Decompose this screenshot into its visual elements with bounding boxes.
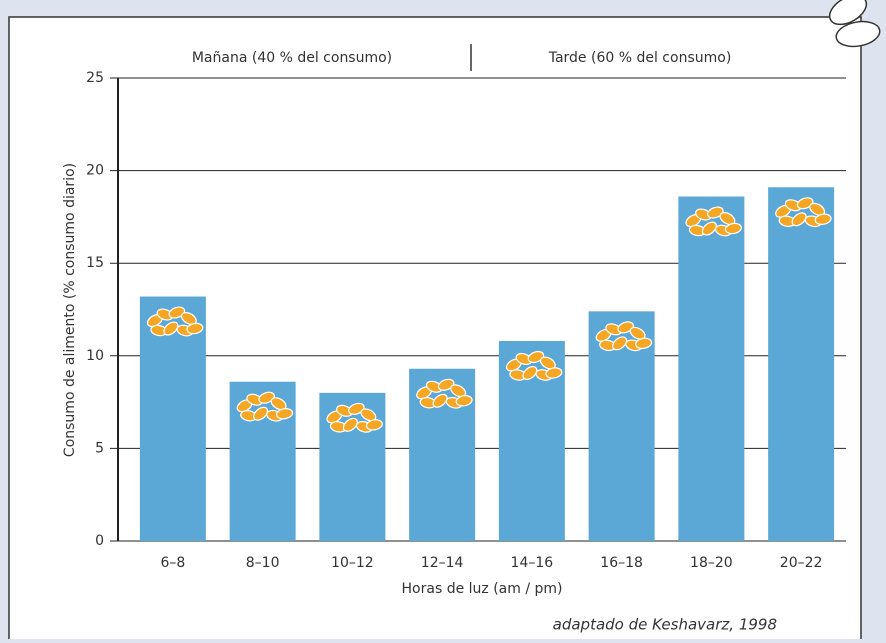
annotation: Tarde (60 % del consumo): [548, 50, 732, 66]
seed: [612, 336, 628, 351]
corner-icon: [828, 0, 881, 48]
seed: [432, 393, 448, 408]
seed-icon: [146, 306, 204, 337]
seed-icon: [505, 350, 563, 381]
seed: [258, 391, 275, 404]
x-tick-label: 10–12: [331, 555, 374, 571]
seed-icon: [416, 378, 473, 409]
seed-icon: [236, 391, 294, 422]
seed: [455, 395, 473, 407]
x-tick-label: 8–10: [246, 555, 280, 571]
seed: [719, 212, 736, 226]
y-tick-label: 10: [86, 348, 104, 364]
seed-icon: [595, 321, 653, 352]
seed: [539, 356, 556, 370]
y-tick-label: 15: [86, 255, 104, 271]
seed: [545, 367, 563, 379]
seed: [527, 350, 545, 364]
seed: [724, 222, 742, 235]
bar: [139, 296, 206, 541]
seed: [186, 322, 204, 335]
x-tick-label: 16–18: [600, 555, 643, 571]
y-tick-label: 25: [86, 70, 104, 86]
seed: [360, 408, 377, 422]
bar: [678, 196, 745, 541]
x-tick-label: 18–20: [690, 555, 733, 571]
annotation: Mañana (40 % del consumo): [192, 50, 392, 66]
seed-icon: [775, 197, 832, 228]
seed: [342, 417, 358, 432]
seed-icon: [326, 402, 383, 433]
seed: [437, 378, 455, 391]
seed: [617, 321, 634, 334]
seed: [796, 197, 814, 210]
seed: [276, 408, 294, 420]
seed: [814, 213, 832, 225]
seed: [270, 397, 287, 411]
x-tick-label: 14–16: [511, 555, 554, 571]
seed: [791, 212, 807, 227]
seed-icon: [685, 206, 742, 237]
seed: [253, 406, 269, 421]
x-tick-label: 20–22: [780, 555, 823, 571]
seed: [707, 206, 724, 219]
seed: [180, 312, 197, 326]
bar: [588, 311, 655, 541]
x-tick-label: 12–14: [421, 555, 464, 571]
bar: [768, 187, 835, 541]
seed: [450, 384, 467, 398]
seed: [163, 321, 179, 336]
seed: [522, 365, 538, 380]
x-tick-label: 6–8: [160, 555, 185, 571]
seed: [701, 221, 717, 236]
y-tick-label: 20: [86, 163, 104, 179]
y-axis-label: Consumo de alimento (% consumo diario): [62, 163, 78, 457]
y-tick-label: 0: [95, 533, 104, 549]
seed: [635, 337, 653, 350]
seed: [168, 306, 186, 319]
seed: [348, 402, 365, 415]
source: adaptado de Keshavarz, 1998: [553, 616, 777, 634]
seed: [365, 419, 383, 431]
x-axis-label: Horas de luz (am / pm): [402, 581, 563, 597]
seed: [809, 202, 826, 216]
y-tick-label: 5: [95, 440, 104, 456]
seed: [629, 326, 646, 340]
